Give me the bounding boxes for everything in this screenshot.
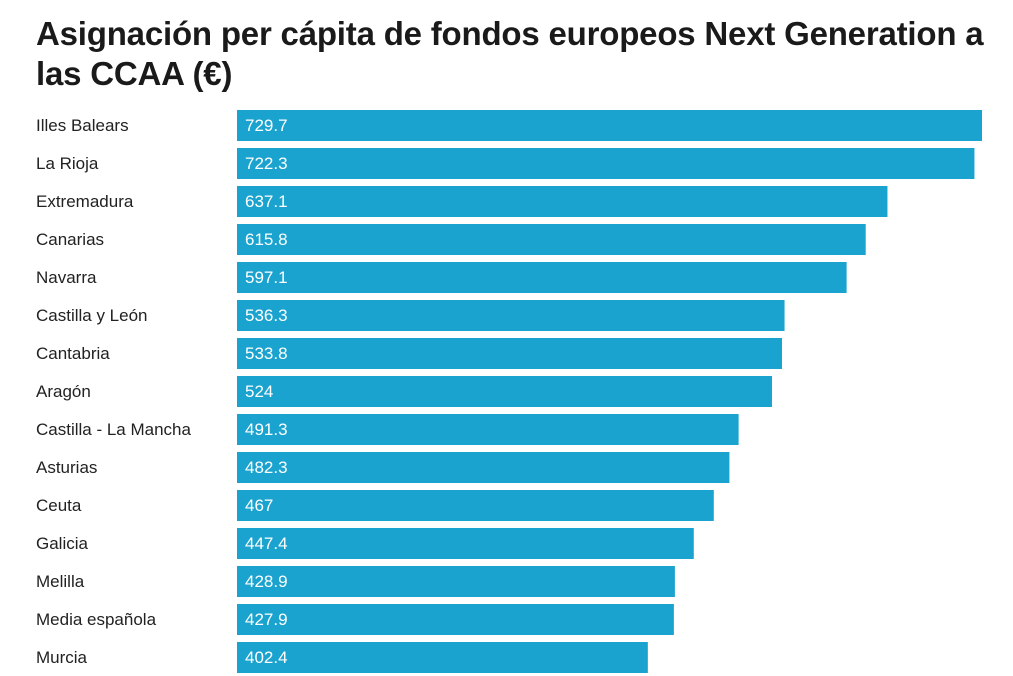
value-label: 428.9 [245, 572, 288, 591]
bar [237, 300, 785, 331]
value-label: 597.1 [245, 268, 288, 287]
bar [237, 148, 975, 179]
bar [237, 642, 648, 673]
bar [237, 376, 772, 407]
category-label: Canarias [36, 230, 104, 249]
bar [237, 452, 730, 483]
value-label: 427.9 [245, 610, 288, 629]
value-label: 536.3 [245, 306, 288, 325]
chart-title: Asignación per cápita de fondos europeos… [36, 15, 984, 92]
category-label: Asturias [36, 458, 97, 477]
value-label: 615.8 [245, 230, 288, 249]
value-label: 533.8 [245, 344, 288, 363]
category-label: Murcia [36, 648, 88, 667]
value-label: 524 [245, 382, 273, 401]
value-label: 467 [245, 496, 273, 515]
value-label: 729.7 [245, 116, 288, 135]
bar [237, 338, 782, 369]
value-label: 491.3 [245, 420, 288, 439]
value-label: 447.4 [245, 534, 288, 553]
bar [237, 224, 866, 255]
bar [237, 490, 714, 521]
value-label: 722.3 [245, 154, 288, 173]
bar [237, 528, 694, 559]
category-label: Ceuta [36, 496, 82, 515]
bar [237, 566, 675, 597]
value-label: 482.3 [245, 458, 288, 477]
category-label: Melilla [36, 572, 85, 591]
category-label: Galicia [36, 534, 89, 553]
category-label: Aragón [36, 382, 91, 401]
bar [237, 186, 888, 217]
category-label: Cantabria [36, 344, 110, 363]
value-label: 402.4 [245, 648, 288, 667]
category-label: Navarra [36, 268, 97, 287]
bar [237, 110, 982, 141]
category-label: Castilla - La Mancha [36, 420, 192, 439]
category-label: Media española [36, 610, 157, 629]
bar [237, 262, 847, 293]
category-label: Extremadura [36, 192, 134, 211]
value-label: 637.1 [245, 192, 288, 211]
category-label: Castilla y León [36, 306, 148, 325]
category-label: Illes Balears [36, 116, 129, 135]
bar [237, 414, 739, 445]
bar [237, 604, 674, 635]
category-label: La Rioja [36, 154, 99, 173]
